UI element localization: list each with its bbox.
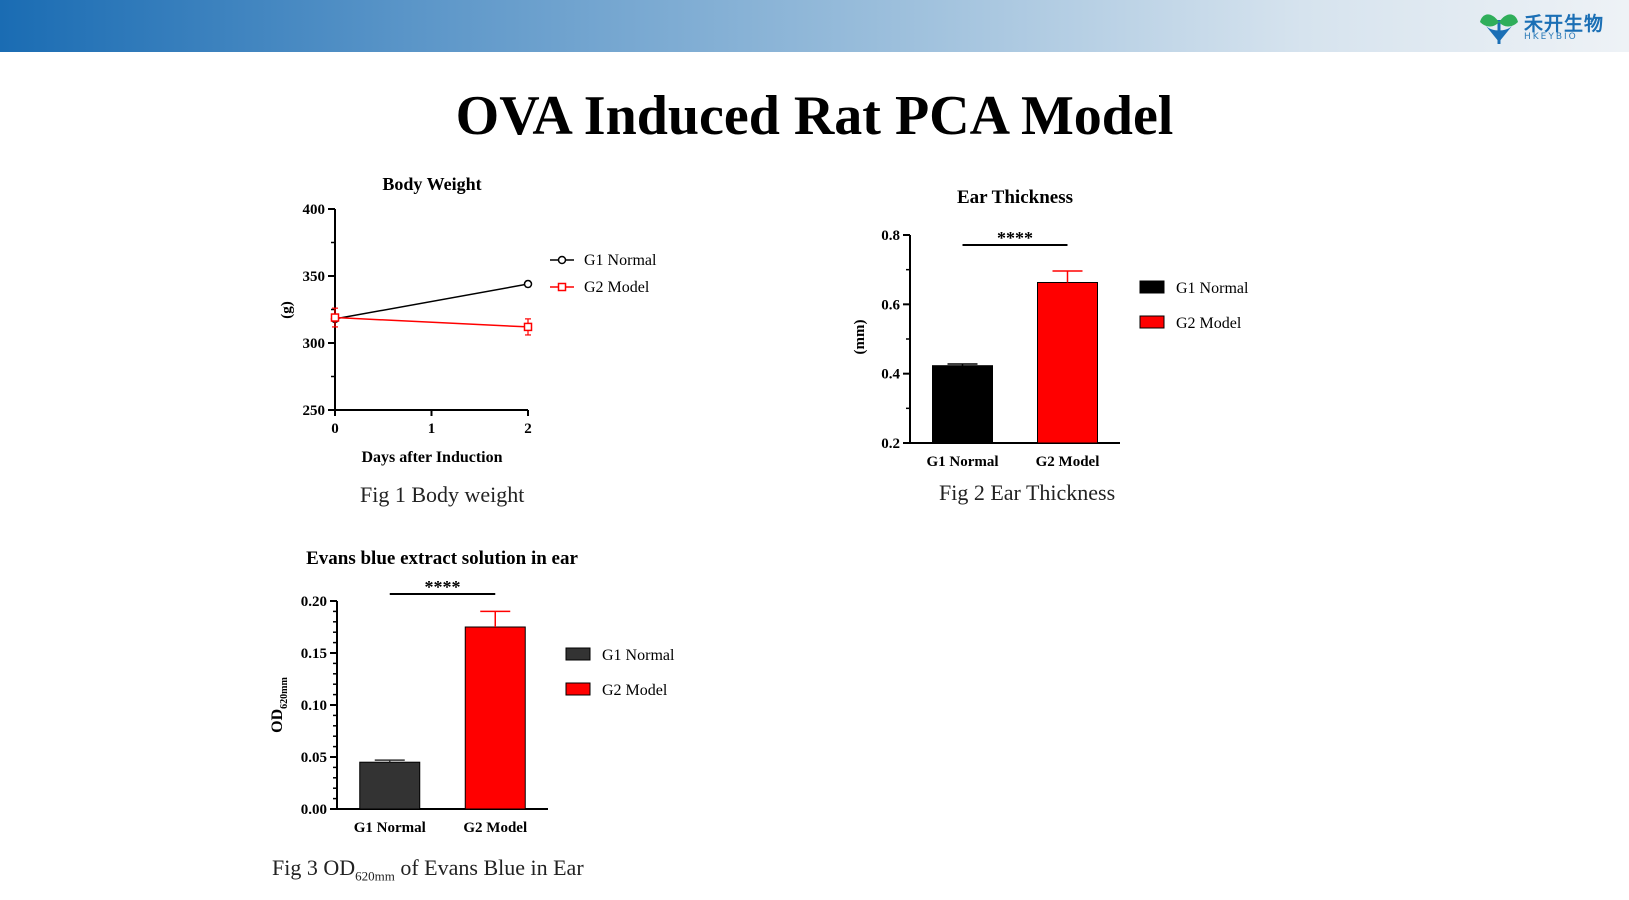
bar <box>464 626 526 810</box>
legend-marker <box>557 255 567 265</box>
series-line <box>334 283 529 320</box>
legend-label: G2 Model <box>1176 315 1242 332</box>
data-point <box>523 279 533 289</box>
logo-english-text: HKEYBIO <box>1524 32 1578 42</box>
chart-title: Ear Thickness <box>957 187 1073 208</box>
x-tick-label: G1 Normal <box>354 820 426 836</box>
y-axis-label: (mm) <box>852 320 868 355</box>
fig3-caption-subscript: 620mm <box>355 868 395 884</box>
x-tick-label: 1 <box>428 421 436 437</box>
chart-title: Evans blue extract solution in ear <box>306 548 578 569</box>
legend-label: G1 Normal <box>584 252 657 269</box>
y-tick-label: 0.15 <box>301 646 327 662</box>
y-axis-label: (g) <box>279 301 295 319</box>
fig3-caption: Fig 3 OD620mm of Evans Blue in Ear <box>272 855 584 884</box>
x-tick-label: G2 Model <box>1036 454 1100 470</box>
significance-label: **** <box>997 228 1033 248</box>
legend-label: G2 Model <box>602 682 668 699</box>
y-tick-label: 0.10 <box>301 698 327 714</box>
legend-swatch <box>1139 315 1165 329</box>
x-tick-label: G2 Model <box>463 820 527 836</box>
y-tick-label: 0.05 <box>301 750 327 766</box>
y-axis-label-main: OD <box>269 709 286 733</box>
y-tick-label: 350 <box>303 269 326 285</box>
slide-title: OVA Induced Rat PCA Model <box>455 85 1174 147</box>
bar <box>359 761 421 810</box>
y-tick-label: 0.2 <box>881 436 900 452</box>
fig3-caption-prefix: Fig 3 OD <box>272 855 356 880</box>
data-point <box>330 313 340 322</box>
x-tick-label: 2 <box>524 421 532 437</box>
legend-marker <box>557 282 567 292</box>
y-tick-label: 0.20 <box>301 594 327 610</box>
chart-title: Body Weight <box>382 174 481 194</box>
legend-swatch <box>565 682 591 696</box>
y-tick-label: 400 <box>303 202 326 218</box>
x-tick-label: G1 Normal <box>926 454 998 470</box>
series-line <box>334 316 529 328</box>
data-point <box>523 322 533 332</box>
y-tick-label: 0.4 <box>881 367 900 383</box>
fig3-caption-suffix: of Evans Blue in Ear <box>394 855 584 880</box>
y-tick-label: 250 <box>303 403 326 419</box>
y-tick-label: 0.00 <box>301 802 327 818</box>
bar <box>932 365 993 444</box>
significance-label: **** <box>425 577 461 597</box>
x-tick-label: 0 <box>331 421 339 437</box>
legend-label: G1 Normal <box>1176 280 1249 297</box>
legend-label: G1 Normal <box>602 647 675 664</box>
y-tick-label: 0.6 <box>881 297 900 313</box>
y-tick-label: 0.8 <box>881 228 900 244</box>
leaf-logo-icon <box>1480 14 1518 44</box>
legend-swatch <box>565 647 591 661</box>
fig2-caption: Fig 2 Ear Thickness <box>939 480 1116 505</box>
bar <box>1037 281 1098 444</box>
company-logo: 禾开生物 HKEYBIO <box>1478 4 1618 48</box>
legend-label: G2 Model <box>584 279 650 296</box>
y-axis-label-subscript: 620mm <box>279 677 290 709</box>
x-axis-label: Days after Induction <box>361 449 502 466</box>
header-banner <box>0 0 1629 52</box>
y-tick-label: 300 <box>303 336 326 352</box>
y-axis-label: OD620mm <box>269 677 290 733</box>
legend-swatch <box>1139 280 1165 294</box>
logo-chinese-text: 禾开生物 <box>1524 13 1605 35</box>
fig1-caption: Fig 1 Body weight <box>360 482 525 507</box>
